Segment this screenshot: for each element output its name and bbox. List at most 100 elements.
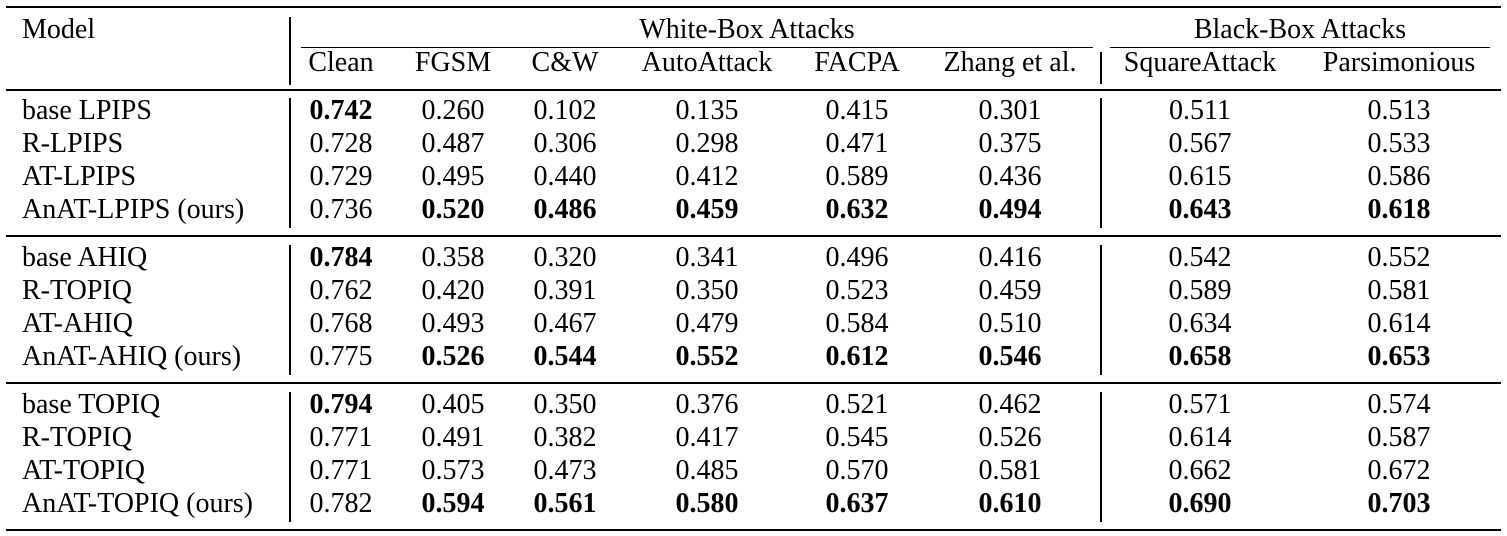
score-cell: 0.589	[825, 161, 889, 192]
score-cell: 0.440	[533, 161, 597, 192]
score-cell: 0.589	[1168, 275, 1232, 306]
score-cell: 0.546	[978, 341, 1042, 372]
model-column-separator	[289, 245, 291, 375]
model-name-cell: R-LPIPS	[22, 128, 124, 159]
score-cell: 0.552	[675, 341, 739, 372]
score-cell: 0.570	[825, 455, 889, 486]
model-column-separator	[289, 17, 291, 85]
score-cell: 0.729	[309, 161, 373, 192]
score-cell: 0.587	[1367, 422, 1431, 453]
score-cell: 0.581	[1367, 275, 1431, 306]
score-cell: 0.436	[978, 161, 1042, 192]
column-header: Zhang et al.	[943, 47, 1077, 78]
blackbox-separator	[1100, 52, 1102, 84]
header-rule	[6, 89, 1501, 91]
score-cell: 0.762	[309, 275, 373, 306]
score-cell: 0.614	[1367, 308, 1431, 339]
score-cell: 0.794	[309, 389, 373, 420]
score-cell: 0.420	[421, 275, 485, 306]
score-cell: 0.358	[421, 242, 485, 273]
score-cell: 0.634	[1168, 308, 1232, 339]
model-name-cell: AnAT-TOPIQ (ours)	[22, 488, 253, 519]
model-column-separator	[289, 392, 291, 522]
score-cell: 0.542	[1168, 242, 1232, 273]
score-cell: 0.637	[825, 488, 889, 519]
model-name-cell: R-TOPIQ	[22, 422, 132, 453]
score-cell: 0.544	[533, 341, 597, 372]
group-rule-2	[6, 382, 1501, 384]
model-name-cell: base LPIPS	[22, 95, 152, 126]
model-name-cell: AT-AHIQ	[22, 308, 133, 339]
score-cell: 0.533	[1367, 128, 1431, 159]
score-cell: 0.491	[421, 422, 485, 453]
column-header: AutoAttack	[641, 47, 773, 78]
score-cell: 0.415	[825, 95, 889, 126]
blackbox-cmidrule	[1110, 47, 1490, 48]
score-cell: 0.102	[533, 95, 597, 126]
score-cell: 0.545	[825, 422, 889, 453]
score-cell: 0.391	[533, 275, 597, 306]
score-cell: 0.580	[675, 488, 739, 519]
score-cell: 0.614	[1168, 422, 1232, 453]
score-cell: 0.495	[421, 161, 485, 192]
score-cell: 0.260	[421, 95, 485, 126]
score-cell: 0.375	[978, 128, 1042, 159]
score-cell: 0.341	[675, 242, 739, 273]
score-cell: 0.574	[1367, 389, 1431, 420]
score-cell: 0.573	[421, 455, 485, 486]
score-cell: 0.586	[1367, 161, 1431, 192]
score-cell: 0.742	[309, 95, 373, 126]
score-cell: 0.612	[825, 341, 889, 372]
group-rule-1	[6, 235, 1501, 237]
score-cell: 0.768	[309, 308, 373, 339]
bottom-rule	[6, 529, 1501, 531]
whitebox-attacks-header: White-Box Attacks	[639, 14, 855, 45]
score-cell: 0.459	[978, 275, 1042, 306]
score-cell: 0.376	[675, 389, 739, 420]
score-cell: 0.594	[421, 488, 485, 519]
score-cell: 0.736	[309, 194, 373, 225]
score-cell: 0.467	[533, 308, 597, 339]
score-cell: 0.615	[1168, 161, 1232, 192]
score-cell: 0.782	[309, 488, 373, 519]
score-cell: 0.784	[309, 242, 373, 273]
score-cell: 0.672	[1367, 455, 1431, 486]
score-cell: 0.405	[421, 389, 485, 420]
model-name-cell: base TOPIQ	[22, 389, 161, 420]
score-cell: 0.462	[978, 389, 1042, 420]
score-cell: 0.417	[675, 422, 739, 453]
model-name-cell: base AHIQ	[22, 242, 148, 273]
whitebox-cmidrule	[301, 47, 1093, 48]
score-cell: 0.301	[978, 95, 1042, 126]
score-cell: 0.350	[675, 275, 739, 306]
score-cell: 0.350	[533, 389, 597, 420]
score-cell: 0.526	[978, 422, 1042, 453]
model-column-separator	[289, 98, 291, 228]
score-cell: 0.485	[675, 455, 739, 486]
model-name-cell: AnAT-LPIPS (ours)	[22, 194, 245, 225]
score-cell: 0.520	[421, 194, 485, 225]
model-name-cell: AT-TOPIQ	[22, 455, 145, 486]
score-cell: 0.703	[1367, 488, 1431, 519]
score-cell: 0.632	[825, 194, 889, 225]
model-column-header: Model	[22, 14, 96, 45]
score-cell: 0.511	[1169, 95, 1231, 126]
top-rule	[6, 6, 1501, 8]
score-cell: 0.471	[825, 128, 889, 159]
column-header: SquareAttack	[1123, 47, 1277, 78]
score-cell: 0.496	[825, 242, 889, 273]
column-header: FACPA	[814, 47, 900, 78]
score-cell: 0.416	[978, 242, 1042, 273]
score-cell: 0.561	[533, 488, 597, 519]
score-cell: 0.728	[309, 128, 373, 159]
score-cell: 0.320	[533, 242, 597, 273]
score-cell: 0.521	[825, 389, 889, 420]
score-cell: 0.571	[1168, 389, 1232, 420]
blackbox-separator	[1100, 98, 1102, 228]
score-cell: 0.306	[533, 128, 597, 159]
score-cell: 0.510	[978, 308, 1042, 339]
score-cell: 0.771	[309, 422, 373, 453]
column-header: FGSM	[414, 47, 492, 78]
column-header: Parsimonious	[1322, 47, 1476, 78]
score-cell: 0.298	[675, 128, 739, 159]
